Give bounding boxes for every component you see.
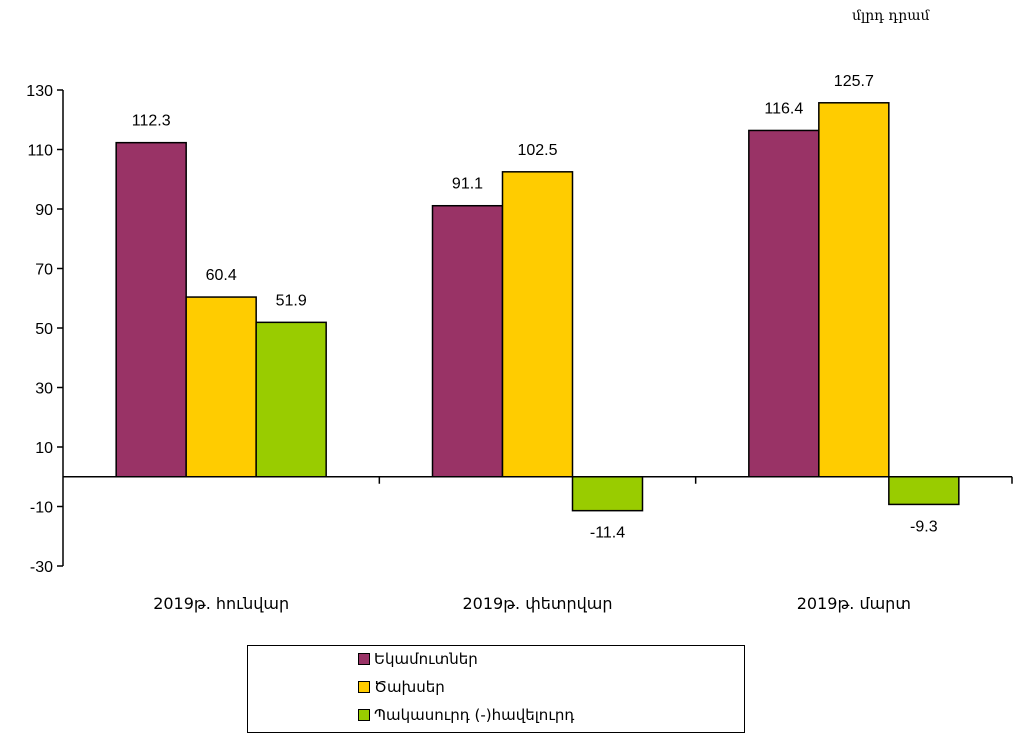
data-label: -11.4 [590, 525, 625, 542]
legend-item-deficit: Պակասուրդ (-)հավելուրդ [358, 706, 574, 724]
y-tick-label: 130 [26, 83, 53, 100]
legend-item-income: Եկամուտներ [358, 650, 478, 668]
legend-label-deficit: Պակասուրդ (-)հավելուրդ [374, 706, 575, 724]
bar-1-0 [431, 204, 504, 478]
data-label: 116.4 [764, 100, 803, 117]
legend: Եկամուտներ Ծախսեր Պակասուրդ (-)հավելուրդ [247, 645, 745, 733]
unit-label: մլրդ դրամ [852, 8, 930, 24]
legend-label-income: Եկամուտներ [374, 650, 478, 668]
bar-1-1 [501, 171, 574, 478]
bar-2-0 [748, 129, 820, 478]
y-tick-label: 30 [35, 381, 53, 398]
legend-label-expenses: Ծախսեր [374, 678, 445, 696]
bar-0-0 [115, 141, 187, 478]
legend-swatch-income [358, 653, 370, 665]
y-tick-label: 110 [27, 143, 53, 160]
bar-chart: 130 110 90 70 50 30 10 -10 -30 112.3 60.4 51.9 2019… [26, 73, 1013, 613]
category-label: 2019թ. մարտ [797, 594, 911, 613]
data-label: 102.5 [517, 142, 557, 159]
legend-swatch-deficit [358, 709, 370, 721]
bar-0-2 [255, 321, 327, 478]
category-label: 2019թ. փետրվար [462, 594, 612, 613]
data-label: -9.3 [910, 518, 938, 535]
y-tick-label: 50 [35, 321, 53, 338]
data-label: 125.7 [834, 73, 874, 90]
y-tick-label: -30 [30, 559, 53, 576]
bar-0-1 [185, 296, 257, 478]
y-tick-label: 90 [35, 202, 53, 219]
category-label: 2019թ. հունվար [153, 594, 289, 613]
data-label: 112.3 [132, 113, 171, 130]
data-label: 60.4 [206, 267, 237, 284]
data-label: 51.9 [276, 292, 307, 309]
bar-2-2 [888, 476, 960, 506]
bar-1-2 [571, 476, 644, 512]
legend-item-expenses: Ծախսեր [358, 678, 445, 696]
bar-2-1 [818, 102, 890, 478]
y-tick-label: -10 [30, 500, 53, 517]
y-tick-label: 10 [35, 440, 53, 457]
legend-swatch-expenses [358, 681, 370, 693]
bars [115, 102, 960, 512]
data-labels: 112.3 60.4 51.9 2019թ. հունվար 91.1 102.5 -11.… [132, 73, 938, 613]
data-label: 91.1 [452, 176, 483, 193]
y-tick-label: 70 [35, 262, 53, 279]
